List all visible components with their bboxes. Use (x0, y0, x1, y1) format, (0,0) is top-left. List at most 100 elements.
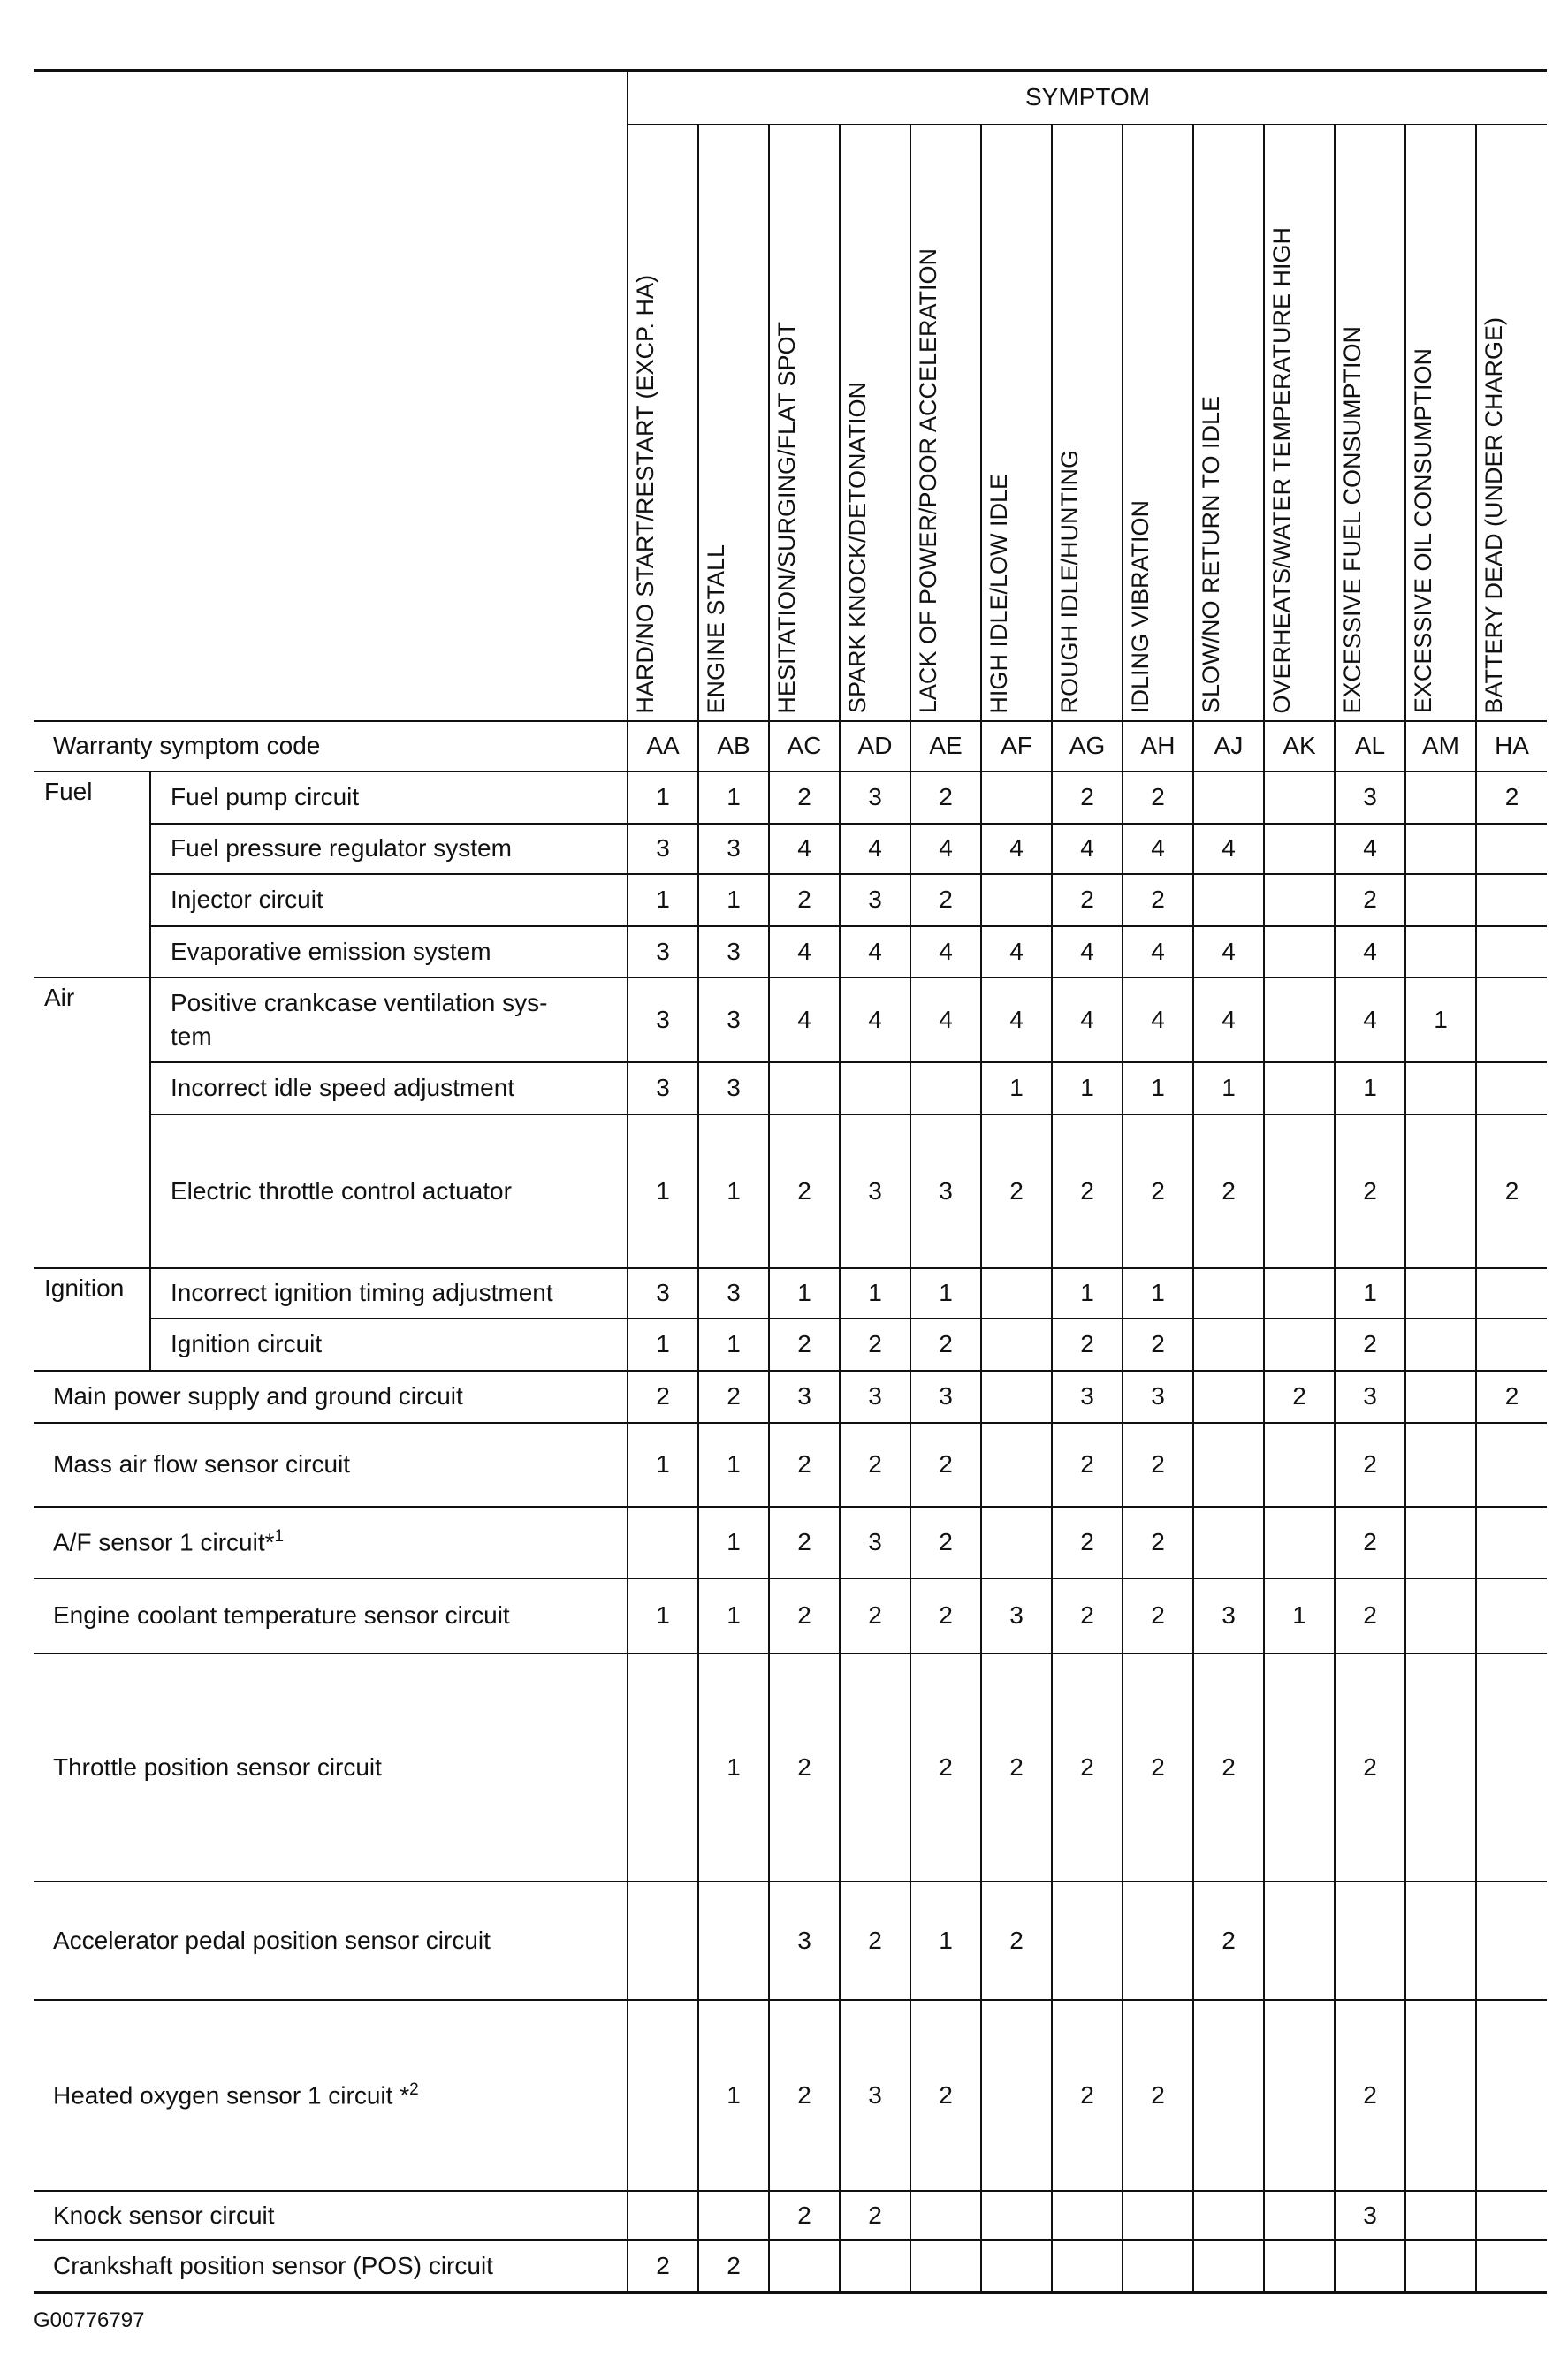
priority-cell: 2 (910, 770, 982, 825)
priority-cell: 3 (697, 924, 770, 978)
priority-cell: 2 (839, 1317, 911, 1372)
priority-cell: 2 (1122, 1577, 1194, 1654)
priority-cell (1051, 1880, 1123, 2001)
priority-cell (1192, 1369, 1265, 1424)
priority-cell (627, 1505, 699, 1579)
warranty-code: AM (1404, 719, 1477, 772)
item-cell: Accelerator pedal position sensor circui… (34, 1880, 628, 2001)
priority-cell: 1 (627, 872, 699, 927)
priority-cell (1192, 1421, 1265, 1508)
symptom-name: HARD/NO START/RESTART (EXCP. HA) (632, 274, 658, 714)
priority-cell (1404, 1113, 1477, 1269)
priority-cell: 4 (1192, 924, 1265, 978)
priority-cell: 2 (1051, 872, 1123, 927)
priority-cell (1263, 1880, 1336, 2001)
priority-cell: 2 (1051, 1113, 1123, 1269)
priority-cell: 3 (627, 1266, 699, 1319)
item-label: Accelerator pedal position sensor circui… (53, 1926, 491, 1954)
priority-cell (697, 1880, 770, 2001)
priority-cell: 3 (768, 1369, 841, 1424)
priority-cell (1263, 2189, 1336, 2241)
priority-cell (1263, 1421, 1336, 1508)
priority-cell (1192, 872, 1265, 927)
priority-cell: 1 (839, 1266, 911, 1319)
priority-cell (1263, 1652, 1336, 1882)
priority-cell: 3 (910, 1369, 982, 1424)
priority-cell (1474, 1061, 1548, 1115)
priority-cell: 1 (697, 872, 770, 927)
priority-cell: 1 (697, 1317, 770, 1372)
priority-cell: 4 (1192, 822, 1265, 875)
table-row: Knock sensor circuit 2 2 3 (34, 2189, 1548, 2241)
priority-cell (1263, 2239, 1336, 2294)
priority-cell: 3 (1334, 1369, 1406, 1424)
table-row: Crankshaft position sensor (POS) circuit… (34, 2239, 1548, 2294)
symptom-name: HIGH IDLE/LOW IDLE (986, 473, 1012, 714)
table-row: Ignition Incorrect ignition timing adjust… (34, 1266, 1548, 1372)
priority-cell (627, 1652, 699, 1882)
symptom-heading: SYMPTOM (626, 69, 1548, 125)
priority-cell: 4 (839, 924, 911, 978)
priority-cell (1404, 1998, 1477, 2192)
priority-cell: 3 (839, 1113, 911, 1269)
priority-cell: 4 (980, 924, 1053, 978)
item-label: Incorrect idle speed adjustment (171, 1074, 515, 1101)
symptom-column-header: HARD/NO START/RESTART (EXCP. HA) (628, 123, 699, 722)
priority-cell: 1 (627, 1113, 699, 1269)
priority-cell: 2 (910, 872, 982, 927)
priority-cell (697, 2189, 770, 2241)
header-row: SYMPTOM (34, 69, 1548, 722)
item-cell: Positive crankcase ventilation sys- tem (149, 976, 628, 1063)
priority-cell (1474, 1998, 1548, 2192)
priority-cell: 2 (768, 2189, 841, 2241)
priority-cell (1474, 1317, 1548, 1372)
priority-cell (1404, 1880, 1477, 2001)
item-cell: A/F sensor 1 circuit*1 (34, 1505, 628, 1579)
priority-cell: 4 (1334, 924, 1406, 978)
priority-cell (1474, 1421, 1548, 1508)
priority-cell: 2 (1122, 1421, 1194, 1508)
item-label: Positive crankcase ventilation sys- tem (171, 988, 548, 1050)
priority-cell: 2 (1334, 1421, 1406, 1508)
priority-cell: 2 (1334, 1113, 1406, 1269)
warranty-code: AD (839, 719, 911, 772)
priority-cell (1263, 1998, 1336, 2192)
priority-cell: 3 (839, 1998, 911, 2192)
symptom-name: HESITATION/SURGING/FLAT SPOT (773, 321, 800, 714)
priority-cell: 4 (1192, 976, 1265, 1063)
symptom-column-header: OVERHEATS/WATER TEMPERATURE HIGH (1263, 123, 1336, 722)
symptom-matrix-table: SYMPTOM HARD/NO START/RESTART (EXCP. HA) E… (34, 69, 1548, 2294)
priority-cell: 1 (697, 1652, 770, 1882)
priority-cell (980, 1998, 1053, 2192)
priority-cell (1474, 1266, 1548, 1319)
warranty-code: AE (910, 719, 982, 772)
priority-cell: 2 (1122, 1998, 1194, 2192)
item-cell: Crankshaft position sensor (POS) circuit (34, 2239, 628, 2294)
priority-cell (1474, 1652, 1548, 1882)
table-row: Fuel pressure regulator system 3 3 4 4 4 4 4 4 4 4 (34, 822, 1548, 875)
warranty-code-row: Warranty symptom code AA AB AC AD AE AF AG AH AJ A… (34, 719, 1548, 772)
symptom-column-header: ENGINE STALL (697, 123, 770, 722)
priority-cell (1474, 1577, 1548, 1654)
priority-cell (1192, 1266, 1265, 1319)
priority-cell (1404, 2189, 1477, 2241)
warranty-code: AG (1051, 719, 1123, 772)
priority-cell: 2 (768, 1505, 841, 1579)
symptom-column-header: BATTERY DEAD (UNDER CHARGE) (1474, 123, 1548, 722)
table-row: Mass air flow sensor circuit 1 1 2 2 2 2 2 2 (34, 1421, 1548, 1508)
priority-cell (839, 1652, 911, 1882)
priority-cell (1192, 1998, 1265, 2192)
priority-cell: 2 (1051, 1652, 1123, 1882)
priority-cell (1192, 2189, 1265, 2241)
priority-cell: 2 (910, 1577, 982, 1654)
priority-cell (1474, 822, 1548, 875)
category-cell: Fuel (34, 770, 151, 978)
item-label: Throttle position sensor circuit (53, 1753, 382, 1781)
warranty-code: AB (697, 719, 770, 772)
symptom-column-header: LACK OF POWER/POOR ACCELERATION (910, 123, 982, 722)
priority-cell (1263, 1266, 1336, 1319)
priority-cell: 2 (910, 1317, 982, 1372)
priority-cell (980, 2239, 1053, 2294)
warranty-code: AF (980, 719, 1053, 772)
symptom-column-header: EXCESSIVE OIL CONSUMPTION (1404, 123, 1477, 722)
